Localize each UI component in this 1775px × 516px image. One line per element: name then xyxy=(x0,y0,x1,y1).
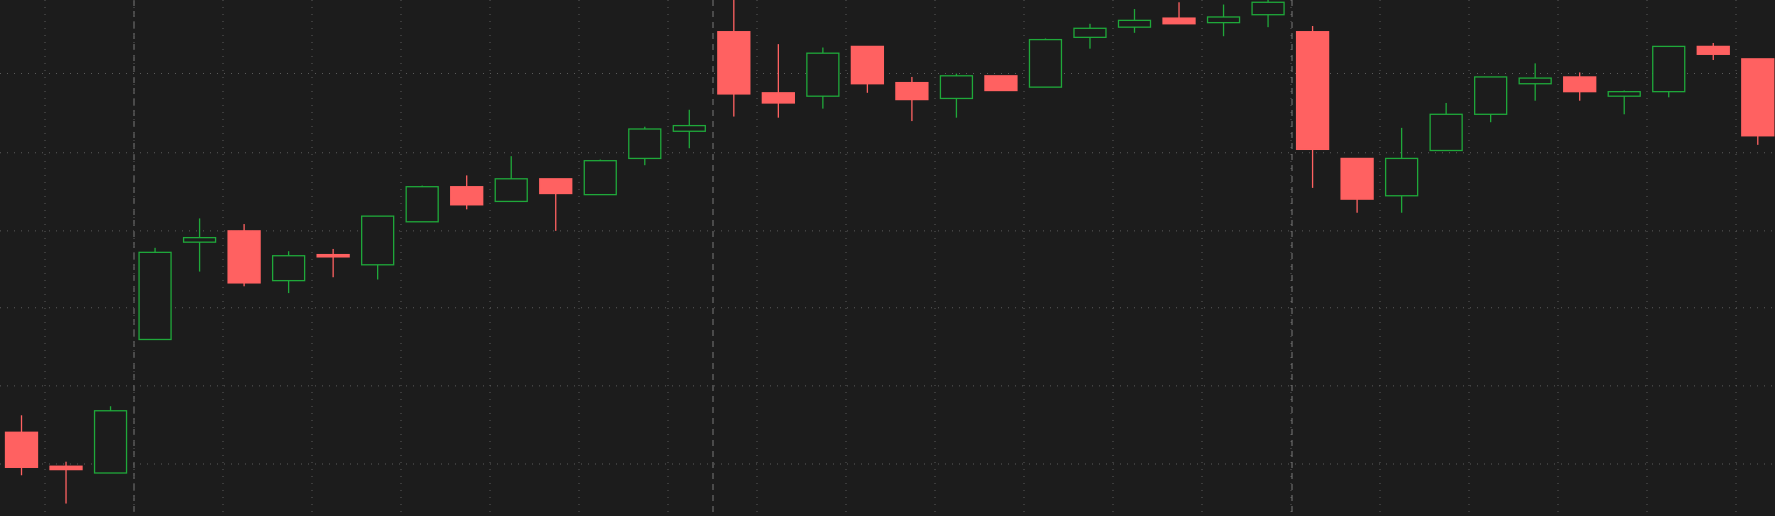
candle-body xyxy=(450,186,484,206)
candle-body xyxy=(361,215,395,266)
candle-body xyxy=(1563,76,1597,93)
candle-body xyxy=(1696,45,1730,55)
candle-body xyxy=(939,75,974,100)
candle-body xyxy=(1607,91,1641,97)
candle-body xyxy=(49,465,83,471)
candle-body xyxy=(1340,157,1374,200)
candle-body xyxy=(1741,58,1775,137)
candle-body xyxy=(1429,113,1463,152)
candle-body xyxy=(1518,77,1552,85)
candle-body xyxy=(4,431,39,468)
candle-body xyxy=(271,255,306,282)
candle-body xyxy=(895,81,929,101)
candle-body xyxy=(138,251,172,341)
candle-body xyxy=(1117,19,1152,28)
candle-body xyxy=(717,31,751,95)
candle-body xyxy=(672,124,706,132)
candle-body xyxy=(539,178,573,195)
candle-body xyxy=(1384,157,1419,197)
candle-body xyxy=(405,186,439,223)
candle-body xyxy=(1028,38,1063,88)
candle-body xyxy=(761,92,795,104)
candle-body xyxy=(182,236,217,243)
layout xyxy=(44,0,1737,516)
candle-body xyxy=(628,128,662,160)
candle-body xyxy=(1162,17,1196,25)
candle-body xyxy=(1652,45,1686,93)
candle-body xyxy=(984,75,1018,92)
candle-body xyxy=(227,230,261,284)
candle-body xyxy=(316,253,350,258)
candle-body xyxy=(1251,1,1285,16)
candle-body xyxy=(1295,31,1330,151)
candle-body xyxy=(93,410,128,474)
candle-body xyxy=(806,52,840,97)
candle-body xyxy=(494,178,528,203)
candle-body xyxy=(1474,76,1508,115)
candle-body xyxy=(1206,16,1241,24)
candle-body xyxy=(850,45,885,85)
candle-body xyxy=(583,160,617,196)
candle-body xyxy=(1073,27,1107,38)
